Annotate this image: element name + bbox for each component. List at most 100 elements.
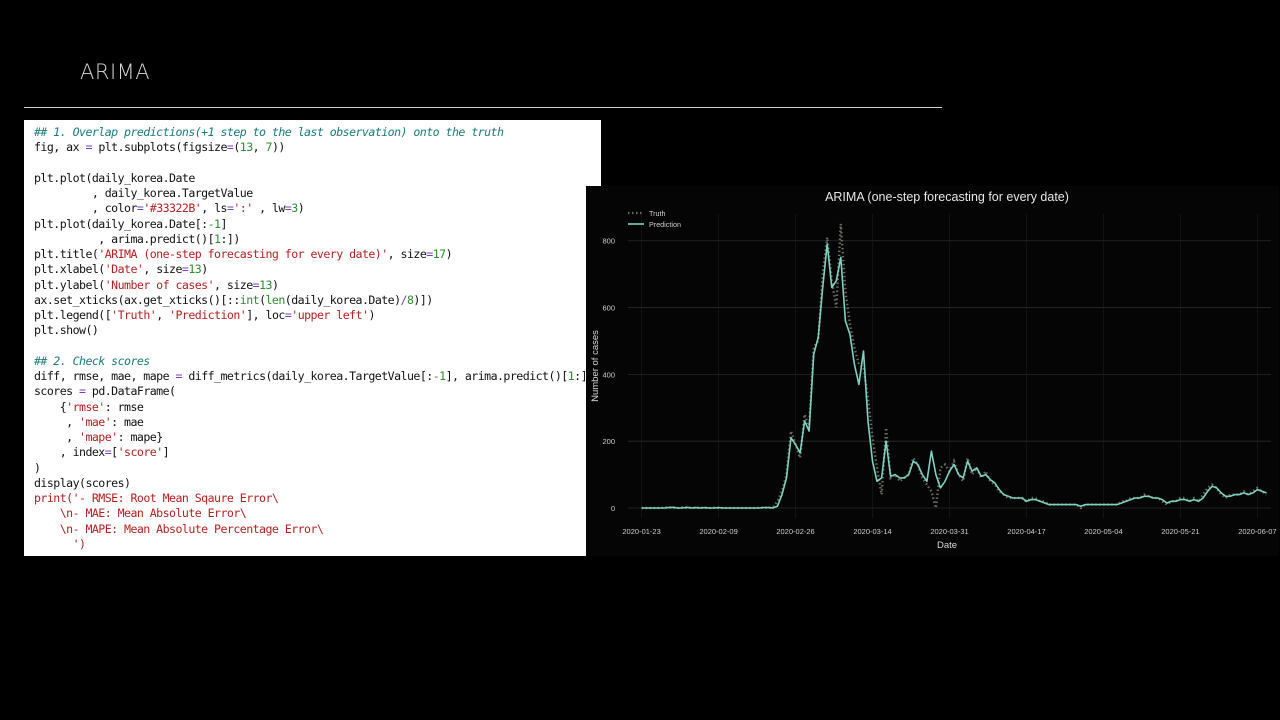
code-token: plt.show() bbox=[34, 323, 99, 338]
code-token: ('- RMSE: Root Mean Sqaure Error\ bbox=[66, 491, 279, 505]
code-line: ax.set_xticks(ax.get_xticks()[::int(len(… bbox=[34, 293, 601, 308]
code-token: : mae bbox=[111, 414, 144, 429]
x-axis-label: Date bbox=[937, 540, 957, 551]
code-line: diff, rmse, mae, mape = diff_metrics(dai… bbox=[34, 369, 601, 384]
code-token: ] bbox=[162, 445, 170, 460]
code-line bbox=[34, 339, 601, 354]
x-tick-label: 2020-02-09 bbox=[699, 527, 737, 536]
code-token: , bbox=[34, 430, 80, 444]
chart-series bbox=[641, 223, 1268, 510]
x-tick-label: 2020-05-04 bbox=[1084, 527, 1122, 536]
code-token: = bbox=[252, 277, 260, 292]
legend-label-truth: Truth bbox=[649, 209, 666, 218]
code-token: )]) bbox=[413, 292, 433, 307]
code-token: plt.legend([ bbox=[34, 308, 112, 322]
code-token: = bbox=[104, 445, 112, 460]
code-token: display(scores) bbox=[34, 475, 131, 490]
code-line: ## 1. Overlap predictions(+1 step to the… bbox=[34, 125, 601, 140]
code-token: plt.title( bbox=[34, 247, 99, 261]
code-line: plt.show() bbox=[34, 323, 601, 338]
code-token: ] bbox=[220, 216, 228, 231]
code-token: , daily_korea.TargetValue bbox=[34, 186, 253, 200]
chart-axes: 0 200 400 600 800 2020-01-23 2020-02-09 2020-02… bbox=[602, 237, 1276, 536]
code-token: ) bbox=[445, 247, 453, 261]
code-token: ) bbox=[297, 201, 305, 216]
code-token: )) bbox=[271, 140, 285, 155]
code-line: \n- MAPE: Mean Absolute Percentage Error… bbox=[34, 522, 601, 537]
code-line: fig, ax = plt.subplots(figsize=(13, 7)) bbox=[34, 140, 601, 155]
code-line: ') bbox=[34, 537, 601, 552]
code-line: plt.title('ARIMA (one-step forecasting f… bbox=[34, 247, 601, 262]
code-token: diff, rmse, mae, mape bbox=[34, 369, 176, 383]
code-token: 'Date' bbox=[104, 262, 144, 277]
code-line: , arima.predict()[1:]) bbox=[34, 232, 601, 247]
code-token: 1 bbox=[214, 231, 221, 246]
code-token: [ bbox=[111, 445, 118, 460]
x-tick-label: 2020-02-26 bbox=[776, 527, 814, 536]
code-token: 13 bbox=[259, 277, 272, 292]
code-token: 'ARIMA (one-step forecasting for every d… bbox=[98, 247, 388, 261]
code-token: 8 bbox=[406, 292, 414, 307]
y-tick-label: 400 bbox=[602, 370, 615, 379]
code-token: { bbox=[34, 399, 67, 414]
code-line: scores = pd.DataFrame( bbox=[34, 384, 601, 399]
code-token: :]) bbox=[220, 231, 240, 246]
code-token: ax.set_xticks(ax.get_xticks()[:: bbox=[34, 292, 240, 307]
code-token: = bbox=[79, 384, 86, 399]
code-token: ], arima.predict()[ bbox=[445, 369, 569, 383]
code-token: ], loc bbox=[246, 308, 285, 322]
code-token: , size bbox=[214, 277, 253, 292]
y-axis-label: Number of cases bbox=[590, 330, 601, 402]
code-token: = bbox=[85, 140, 92, 155]
code-line: , daily_korea.TargetValue bbox=[34, 186, 601, 201]
code-line: , 'mape': mape} bbox=[34, 430, 601, 445]
code-token: plt.plot(daily_korea.Date[: bbox=[34, 216, 208, 231]
code-token: plt.xlabel( bbox=[34, 262, 105, 277]
code-token: 'Prediction' bbox=[169, 308, 247, 322]
arima-chart: 0 200 400 600 800 2020-01-23 2020-02-09 2020-02… bbox=[586, 186, 1279, 556]
code-line: plt.plot(daily_korea.Date[:-1] bbox=[34, 217, 601, 232]
code-token: = bbox=[284, 201, 292, 216]
code-line: print('- RMSE: Root Mean Sqaure Error\ bbox=[34, 491, 601, 506]
slide-title: ARIMA bbox=[80, 60, 151, 84]
code-token: -1 bbox=[432, 369, 446, 383]
code-line: {'rmse': rmse bbox=[34, 400, 601, 415]
code-line: ) bbox=[34, 461, 601, 476]
code-token: : rmse bbox=[104, 399, 144, 414]
code-token: = bbox=[226, 140, 234, 155]
title-divider bbox=[24, 107, 942, 108]
code-token: , bbox=[156, 308, 170, 322]
code-token: \n- MAE: Mean Absolute Error\ bbox=[34, 506, 247, 521]
code-token: = bbox=[426, 247, 433, 261]
code-line: plt.ylabel('Number of cases', size=13) bbox=[34, 278, 601, 293]
code-token: ) bbox=[34, 460, 41, 475]
code-token: , arima.predict()[ bbox=[34, 231, 215, 246]
code-token: ':' bbox=[233, 201, 253, 216]
code-token: = bbox=[226, 201, 234, 216]
code-token: plt.ylabel( bbox=[34, 277, 105, 292]
code-token: 1 bbox=[567, 369, 575, 383]
code-line: , index=['score'] bbox=[34, 445, 601, 460]
chart-grid bbox=[628, 214, 1271, 518]
code-token: len bbox=[265, 292, 286, 307]
chart-svg: 0 200 400 600 800 2020-01-23 2020-02-09 2020-02… bbox=[590, 190, 1277, 551]
code-token: / bbox=[400, 292, 408, 307]
code-line: display(scores) bbox=[34, 476, 601, 491]
code-token: -1 bbox=[207, 216, 221, 231]
code-line: , color='#33322B', ls=':' , lw=3) bbox=[34, 201, 601, 216]
code-token: ## 1. Overlap predictions(+1 step to the… bbox=[34, 125, 504, 139]
code-token: 7 bbox=[265, 140, 273, 155]
code-token: 3 bbox=[291, 201, 298, 216]
code-token: 13 bbox=[188, 262, 202, 277]
code-line: , 'mae': mae bbox=[34, 415, 601, 430]
code-token: , ls bbox=[201, 201, 227, 216]
x-tick-label: 2020-03-31 bbox=[930, 527, 968, 536]
code-line: plt.legend(['Truth', 'Prediction'], loc=… bbox=[34, 308, 601, 323]
code-token: = bbox=[175, 369, 182, 383]
code-cell[interactable]: ## 1. Overlap predictions(+1 step to the… bbox=[24, 120, 601, 556]
code-token: ) bbox=[368, 308, 375, 322]
legend-label-prediction: Prediction bbox=[649, 220, 681, 229]
code-token: 'Number of cases' bbox=[104, 277, 215, 292]
code-token: , bbox=[34, 414, 80, 429]
code-listing: ## 1. Overlap predictions(+1 step to the… bbox=[24, 120, 601, 552]
